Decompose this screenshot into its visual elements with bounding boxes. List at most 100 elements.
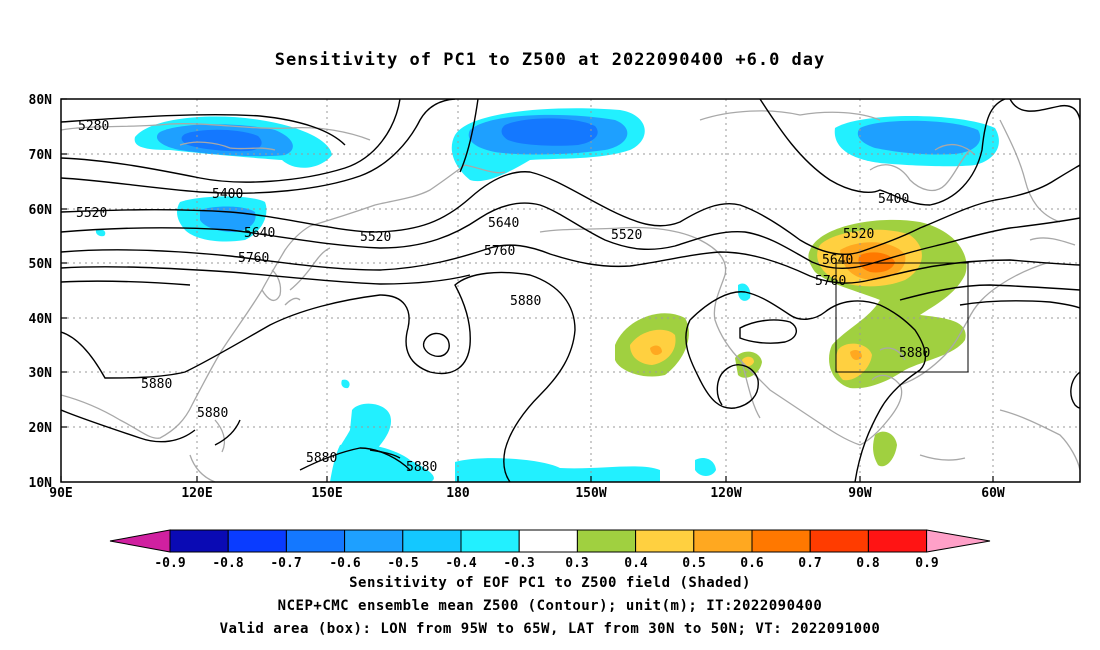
- coastline: [741, 361, 761, 419]
- negative-sensitivity-area: [501, 118, 598, 146]
- negative-sensitivity-area: [95, 229, 106, 237]
- coastline: [999, 409, 1080, 471]
- contour-5640: [61, 202, 871, 269]
- contour-5400: [759, 99, 1006, 206]
- lon-label: 120W: [710, 486, 741, 501]
- contour-5520: [859, 164, 1080, 253]
- contour-5520: [61, 171, 861, 255]
- coastline: [284, 297, 301, 306]
- negative-sensitivity-area: [181, 129, 262, 152]
- colorbar-swatch: [460, 529, 520, 553]
- colorbar-label: -0.8: [212, 556, 243, 571]
- contour-label: 5520: [360, 230, 391, 245]
- coastline: [309, 164, 466, 227]
- coastline: [859, 374, 903, 446]
- coastline: [919, 454, 966, 461]
- contour-5760: [869, 259, 1080, 281]
- contour-5880: [685, 319, 759, 409]
- lat-label: 40N: [29, 312, 53, 327]
- contour: [899, 284, 1080, 301]
- contour-5400: [459, 99, 479, 173]
- colorbar-swatch: [576, 529, 637, 553]
- colorbar-label: 0.8: [856, 556, 880, 571]
- contour-label: 5880: [197, 406, 228, 421]
- colorbar-swatch: [169, 529, 229, 553]
- coastline: [61, 123, 371, 141]
- colorbar: [109, 529, 991, 553]
- colorbar-max-arrow: [926, 529, 991, 553]
- coastline: [999, 119, 1061, 223]
- colorbar-swatch: [693, 529, 753, 553]
- negative-sensitivity-area: [330, 443, 434, 482]
- lat-label: 30N: [29, 366, 53, 381]
- colorbar-min-arrow: [109, 529, 171, 553]
- colorbar-label: -0.9: [154, 556, 185, 571]
- coastline: [464, 164, 506, 174]
- lon-label: 90E: [49, 486, 72, 501]
- negative-sensitivity-area: [341, 379, 350, 389]
- caption-shading: Sensitivity of EOF PC1 to Z500 field (Sh…: [349, 575, 751, 591]
- sensitivity-shading: [95, 108, 999, 482]
- positive-sensitivity-area: [873, 431, 897, 467]
- contour-label: 5640: [822, 253, 853, 268]
- contour-label: 5400: [212, 187, 243, 202]
- coastline: [214, 419, 226, 453]
- lat-label: 60N: [29, 203, 53, 218]
- contour: [959, 300, 1080, 309]
- lon-label: 120E: [181, 486, 212, 501]
- caption-contour: NCEP+CMC ensemble mean Z500 (Contour); u…: [277, 598, 823, 614]
- map-title: Sensitivity of PC1 to Z500 at 2022090400…: [274, 50, 826, 70]
- colorbar-swatch: [635, 529, 695, 553]
- contour-5400: [61, 99, 456, 194]
- contour-5880: [61, 271, 576, 482]
- coastline: [879, 347, 906, 361]
- positive-sensitivity-area: [742, 356, 754, 367]
- contour-labels: 5280 5400 5400 5520 5520 5520 5520 5640 …: [76, 119, 930, 475]
- contour: [61, 266, 471, 285]
- valid-area-box: [835, 262, 969, 373]
- contour-label: 5880: [306, 451, 337, 466]
- map-frame: [60, 98, 1081, 483]
- longitude-labels: 90E 120E 150E 180 150W 120W 90W 60W: [49, 486, 1005, 501]
- contour-5400: [61, 99, 401, 183]
- grid: [61, 99, 1080, 482]
- coastlines: [61, 110, 1080, 482]
- lon-label: 90W: [848, 486, 872, 501]
- lon-label: 150E: [311, 486, 342, 501]
- contour-label: 5640: [488, 216, 519, 231]
- contour-label: 5880: [406, 460, 437, 475]
- lon-label: 180: [446, 486, 470, 501]
- contour-label: 5520: [843, 227, 874, 242]
- contour-5880: [689, 291, 927, 482]
- contour-label: 5520: [76, 206, 107, 221]
- contour-label: 5760: [815, 274, 846, 289]
- lon-label: 150W: [575, 486, 606, 501]
- caption-valid-area: Valid area (box): LON from 95W to 65W, L…: [219, 621, 881, 637]
- contour-5880: [422, 332, 450, 357]
- negative-sensitivity-area: [695, 458, 716, 476]
- contour-5280: [61, 114, 346, 146]
- colorbar-swatch: [751, 529, 811, 553]
- coastline: [1029, 237, 1076, 246]
- positive-sensitivity-area: [835, 343, 872, 381]
- colorbar-swatch: [867, 529, 928, 553]
- coastline: [179, 141, 276, 151]
- colorbar-label: -0.3: [503, 556, 534, 571]
- contour-5880: [61, 409, 196, 443]
- contour-label: 5640: [244, 226, 275, 241]
- colorbar-label: 0.4: [624, 556, 648, 571]
- colorbar-label: -0.4: [445, 556, 476, 571]
- contour-5880: [214, 419, 241, 446]
- lat-label: 80N: [29, 93, 53, 108]
- contour-5880: [299, 447, 411, 471]
- lat-label: 10N: [29, 476, 53, 491]
- colorbar-label: 0.5: [682, 556, 705, 571]
- coastline: [61, 225, 311, 439]
- lat-label: 70N: [29, 148, 53, 163]
- coastline: [289, 247, 331, 291]
- colorbar-label: 0.7: [798, 556, 821, 571]
- positive-sensitivity-area: [650, 345, 662, 356]
- coastline: [539, 226, 861, 446]
- colorbar-label: -0.7: [270, 556, 301, 571]
- contour-5640: [869, 217, 1080, 265]
